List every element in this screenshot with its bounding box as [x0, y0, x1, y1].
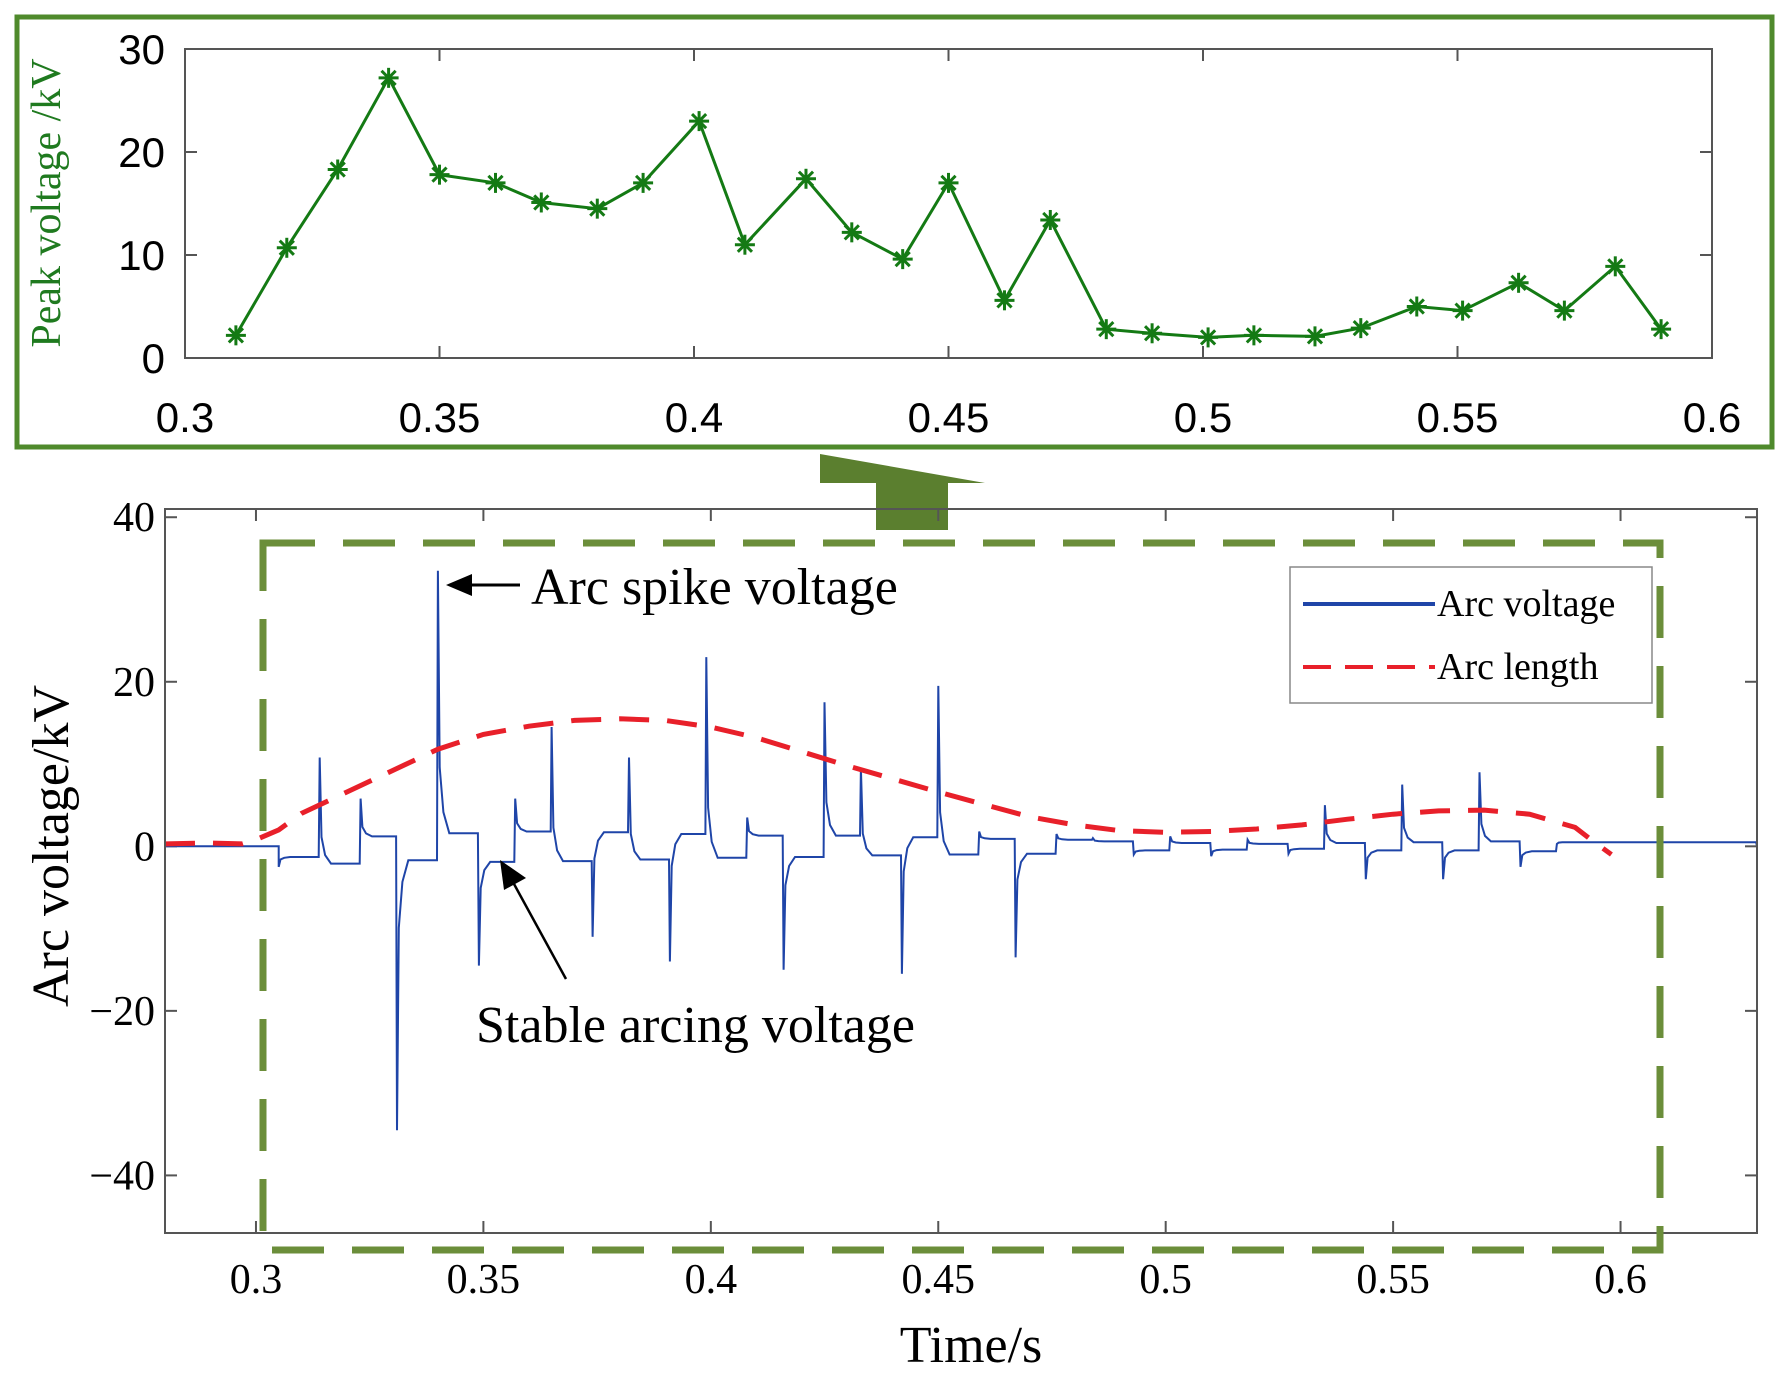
arc-plot-area: [164, 508, 1758, 1234]
up-arrow-icon: [820, 454, 985, 530]
peak-point: [1554, 300, 1575, 321]
arc-y-tick-label: 40: [113, 495, 155, 541]
peak-point: [1198, 327, 1219, 348]
arc-length-series: [166, 716, 1613, 857]
spike-annotation-label: Arc spike voltage: [531, 559, 898, 616]
peak-point: [485, 172, 506, 193]
arc-voltage-series: [166, 570, 1756, 1131]
arc-x-tick-label: 0.6: [1594, 1257, 1647, 1303]
peak-axis-ticks: [184, 48, 1713, 359]
arc-y-tick-labels: 40 20 0 −20 −40: [89, 495, 155, 1199]
spike-annotation: Arc spike voltage: [446, 559, 898, 616]
arc-x-tick-label: 0.3: [230, 1257, 283, 1303]
peak-voltage-markers: [225, 67, 1672, 348]
peak-point: [1406, 296, 1427, 317]
legend: Arc voltage Arc length: [1289, 566, 1653, 704]
peak-y-axis-label: Peak voltage /kV: [24, 58, 70, 347]
stable-annotation: Stable arcing voltage: [476, 860, 915, 1054]
peak-point: [892, 249, 913, 270]
peak-x-tick-label: 0.55: [1417, 394, 1499, 441]
peak-y-tick-labels: 0 10 20 30: [118, 26, 165, 382]
peak-point: [1096, 319, 1117, 340]
arc-axis-ticks: [165, 509, 1757, 1233]
arc-y-tick-label: 20: [113, 660, 155, 706]
peak-point: [1304, 326, 1325, 347]
peak-x-tick-label: 0.5: [1174, 394, 1232, 441]
arc-y-tick-label: −20: [89, 989, 155, 1035]
arc-y-axis-label: Arc voltage/kV: [23, 685, 80, 1007]
arc-x-tick-label: 0.45: [902, 1257, 976, 1303]
peak-point: [994, 290, 1015, 311]
arc-x-tick-label: 0.35: [447, 1257, 521, 1303]
peak-point: [1040, 209, 1061, 230]
stable-arrow-head-icon: [500, 860, 526, 890]
peak-point: [225, 325, 246, 346]
peak-y-tick-label: 30: [118, 26, 165, 73]
peak-point: [841, 222, 862, 243]
peak-x-tick-label: 0.35: [399, 394, 481, 441]
peak-voltage-line: [234, 74, 1663, 339]
peak-point: [276, 237, 297, 258]
peak-x-tick-label: 0.4: [665, 394, 723, 441]
spike-arrow-head-icon: [446, 574, 472, 596]
peak-point: [327, 159, 348, 180]
peak-point: [938, 172, 959, 193]
peak-x-tick-label: 0.45: [908, 394, 990, 441]
peak-y-tick-label: 10: [118, 232, 165, 279]
peak-x-tick-label: 0.6: [1683, 394, 1741, 441]
legend-arc-voltage-label: Arc voltage: [1437, 583, 1615, 625]
legend-box: [1289, 566, 1653, 704]
highlight-region-box: [259, 539, 1664, 1254]
stable-arrow-line: [512, 883, 568, 980]
peak-y-tick-label: 20: [118, 129, 165, 176]
peak-point: [689, 111, 710, 132]
peak-y-tick-label: 0: [142, 335, 165, 382]
arc-y-tick-label: 0: [134, 824, 155, 870]
peak-point: [531, 192, 552, 213]
peak-point: [795, 168, 816, 189]
arc-x-tick-label: 0.5: [1139, 1257, 1192, 1303]
peak-point: [633, 172, 654, 193]
peak-point: [1508, 272, 1529, 293]
arc-x-axis-label: Time/s: [900, 1317, 1043, 1374]
peak-panel-frame: [14, 14, 1775, 450]
peak-point: [1350, 318, 1371, 339]
peak-x-tick-labels: 0.3 0.35 0.4 0.45 0.5 0.55 0.6: [156, 394, 1741, 441]
peak-point: [587, 198, 608, 219]
peak-point: [1651, 319, 1672, 340]
peak-point: [1605, 256, 1626, 277]
peak-x-tick-label: 0.3: [156, 394, 214, 441]
stable-annotation-label: Stable arcing voltage: [476, 997, 915, 1054]
legend-arc-length-label: Arc length: [1437, 646, 1598, 688]
peak-point: [378, 67, 399, 88]
arc-x-tick-label: 0.55: [1356, 1257, 1430, 1303]
arc-x-tick-label: 0.4: [685, 1257, 738, 1303]
peak-point: [734, 234, 755, 255]
arc-x-tick-labels: 0.3 0.35 0.4 0.45 0.5 0.55 0.6: [230, 1257, 1647, 1303]
peak-point: [1452, 300, 1473, 321]
peak-point: [1243, 325, 1264, 346]
peak-point: [1142, 323, 1163, 344]
peak-point: [429, 164, 450, 185]
peak-plot-area: [184, 48, 1713, 359]
arc-y-tick-label: −40: [89, 1153, 155, 1199]
